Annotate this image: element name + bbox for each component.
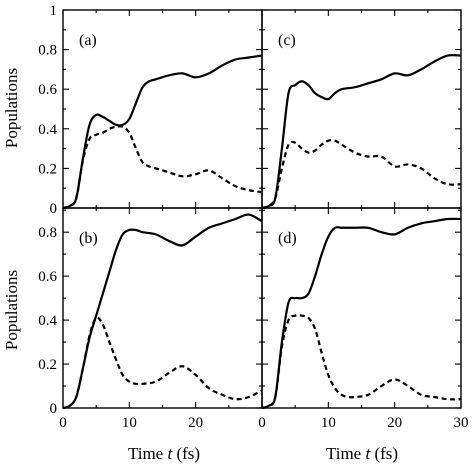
y-tick-label: 0 — [50, 401, 58, 417]
panel-label: (a) — [79, 32, 97, 49]
series-solid-line — [261, 54, 462, 210]
x-tick-label: 20 — [188, 415, 203, 431]
series-dashed-line — [62, 316, 263, 410]
x-tick-label: 30 — [454, 415, 469, 431]
x-axis-title-unit: (fs) — [370, 444, 398, 463]
y-tick-label: 0.8 — [38, 225, 57, 241]
x-tick-label: 0 — [258, 415, 266, 431]
y-tick-label: 0 — [50, 201, 58, 217]
series-dashed-line — [261, 139, 462, 210]
y-tick-label: 0.8 — [38, 43, 57, 59]
y-axis-title-top: Populations — [2, 68, 21, 148]
x-axis-title-var: t — [167, 444, 173, 463]
panel-label: (d) — [278, 230, 297, 247]
panel-a: 0 0.2 0.4 0.6 0.8 1 (a) — [38, 3, 263, 217]
panel-d: 0 10 20 30 (d) — [258, 207, 469, 431]
panel-c: (c) — [261, 9, 462, 210]
y-tick-label: 0.4 — [38, 122, 57, 138]
panel-label: (c) — [278, 32, 296, 49]
y-tick-label: 0.6 — [38, 82, 57, 98]
x-axis-title-unit: (fs) — [172, 444, 200, 463]
x-axis-title-prefix: Time — [128, 444, 168, 463]
series-dashed-line — [62, 125, 263, 210]
y-tick-label: 0.2 — [38, 161, 57, 177]
y-tick-label: 1 — [50, 3, 58, 19]
y-tick-label: 0.4 — [38, 313, 57, 329]
y-tick-label: 0.2 — [38, 357, 57, 373]
series-solid-line — [62, 54, 263, 210]
y-tick-label: 0.6 — [38, 269, 57, 285]
x-tick-label: 20 — [387, 415, 402, 431]
x-axis-title-prefix: Time — [326, 444, 366, 463]
x-axis-title-var: t — [365, 444, 371, 463]
series-dashed-line — [261, 314, 462, 410]
plot-area: 0 0.2 0.4 0.6 0.8 1 (a) (c) 0 0.2 0.4 0.6 0.8 0 10 20 (b… — [38, 3, 468, 431]
x-axis-title-left: Time t (fs) — [128, 444, 200, 463]
x-tick-label: 10 — [321, 415, 336, 431]
panel-b: 0 0.2 0.4 0.6 0.8 0 10 20 (b) — [38, 207, 263, 431]
x-tick-label: 0 — [59, 415, 67, 431]
series-solid-line — [261, 217, 462, 410]
x-tick-label: 10 — [122, 415, 137, 431]
x-axis-title-right: Time t (fs) — [326, 444, 398, 463]
panel-label: (b) — [79, 230, 98, 247]
y-axis-title-bottom: Populations — [2, 270, 21, 350]
